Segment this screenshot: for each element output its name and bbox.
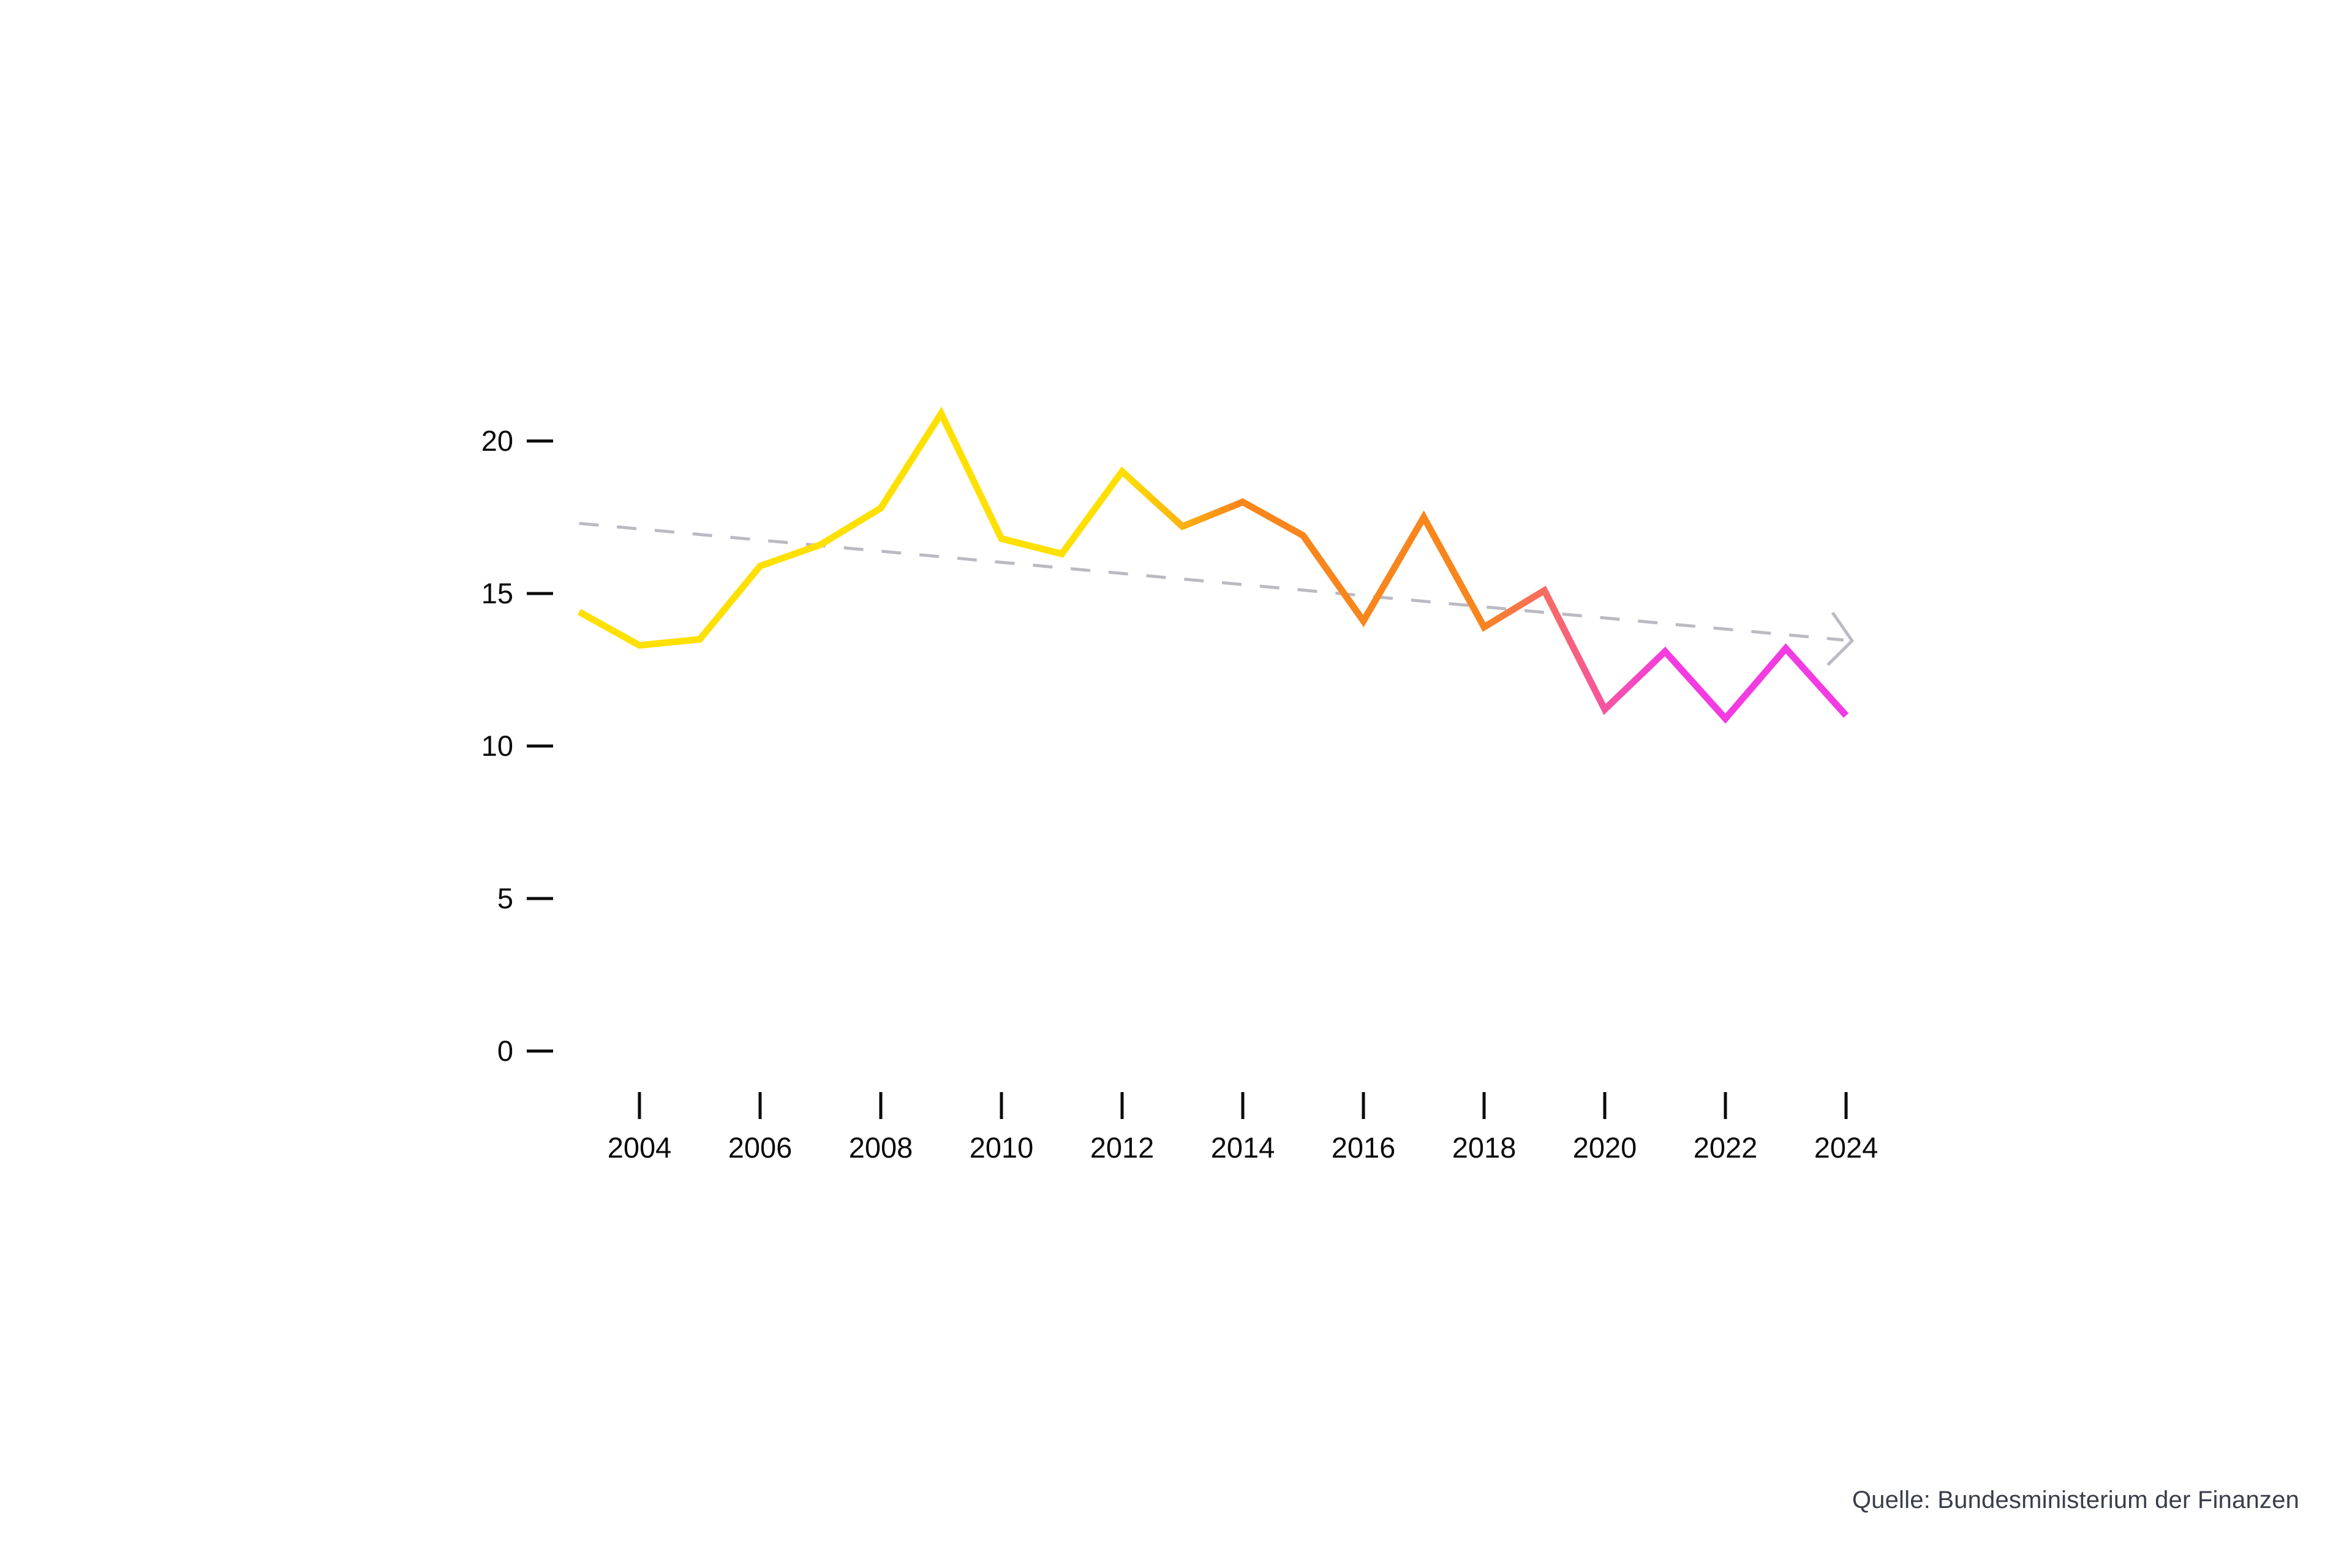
x-axis-tick-label: 2008 — [849, 1131, 913, 1164]
trend — [579, 521, 1855, 666]
y-axis-tick-label: 5 — [497, 882, 513, 914]
y-axis: 0 5 10 15 20 — [481, 424, 553, 1067]
source-attribution: Quelle: Bundesministerium der Finanzen — [1852, 1487, 2299, 1513]
y-axis-tick-label: 20 — [481, 424, 513, 457]
y-axis-tick-label: 10 — [481, 729, 513, 762]
trend-line — [579, 521, 1844, 642]
x-axis-tick-label: 2020 — [1573, 1131, 1637, 1164]
y-axis-tick-label: 15 — [481, 577, 513, 609]
data-line — [577, 406, 1849, 724]
x-axis: 2004 2006 2008 2010 2012 2014 2016 2018 2020 2022… — [608, 1092, 1879, 1164]
x-axis-tick-label: 2014 — [1211, 1131, 1275, 1164]
x-axis-tick-label: 2012 — [1090, 1131, 1155, 1164]
x-axis-tick-label: 2022 — [1694, 1131, 1758, 1164]
x-axis-tick-label: 2018 — [1452, 1131, 1517, 1164]
x-axis-tick-label: 2024 — [1814, 1131, 1879, 1164]
y-axis-tick-label: 0 — [497, 1035, 513, 1067]
trend-arrowhead-icon — [1826, 611, 1855, 666]
x-axis-tick-label: 2006 — [728, 1131, 793, 1164]
x-axis-tick-label: 2010 — [970, 1131, 1034, 1164]
x-axis-tick-label: 2016 — [1332, 1131, 1396, 1164]
series — [577, 406, 1849, 724]
x-axis-tick-label: 2004 — [608, 1131, 672, 1164]
